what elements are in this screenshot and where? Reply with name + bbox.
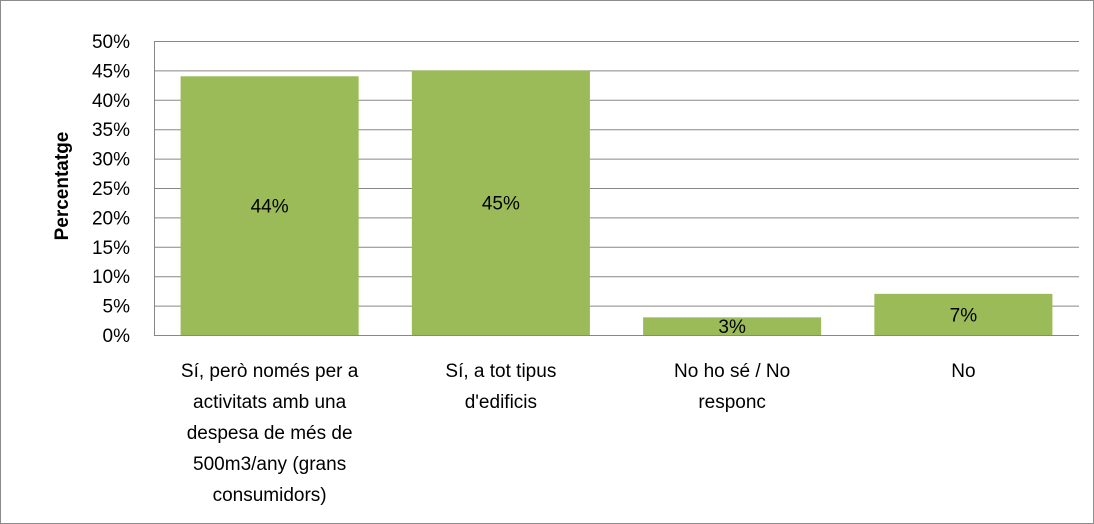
category-label: No ho sé / No <box>674 361 790 382</box>
y-tick-label: 50% <box>92 32 130 53</box>
y-tick-label: 40% <box>92 91 130 112</box>
data-label: 3% <box>718 317 746 338</box>
data-label: 45% <box>482 194 520 215</box>
y-axis-title: Percentatge <box>52 132 73 241</box>
bar <box>643 317 822 335</box>
y-tick-label: 10% <box>92 267 130 288</box>
bar <box>411 70 590 336</box>
category-label: despesa de més de <box>187 423 353 444</box>
category-label: consumidors) <box>213 485 327 506</box>
bar <box>874 293 1053 335</box>
category-label: No <box>951 361 975 382</box>
category-label: Sí, a tot tipus <box>445 361 556 382</box>
category-label: activitats amb una <box>193 392 347 413</box>
bar <box>180 76 359 335</box>
category-label: 500m3/any (grans <box>193 454 346 475</box>
y-tick-label: 5% <box>103 297 131 318</box>
y-tick-label: 15% <box>92 238 130 259</box>
y-tick-label: 35% <box>92 120 130 141</box>
data-label: 7% <box>950 305 978 326</box>
y-tick-label: 0% <box>103 326 131 347</box>
data-label: 44% <box>251 197 289 218</box>
category-label: d'edificis <box>465 392 537 413</box>
y-tick-label: 25% <box>92 179 130 200</box>
y-tick-label: 45% <box>92 61 130 82</box>
y-tick-label: 20% <box>92 208 130 229</box>
y-tick-label: 30% <box>92 150 130 171</box>
category-label: Sí, però només per a <box>181 361 359 382</box>
category-label: responc <box>698 392 766 413</box>
